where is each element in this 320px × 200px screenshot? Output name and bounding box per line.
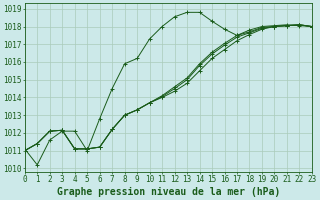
X-axis label: Graphe pression niveau de la mer (hPa): Graphe pression niveau de la mer (hPa) xyxy=(57,186,280,197)
